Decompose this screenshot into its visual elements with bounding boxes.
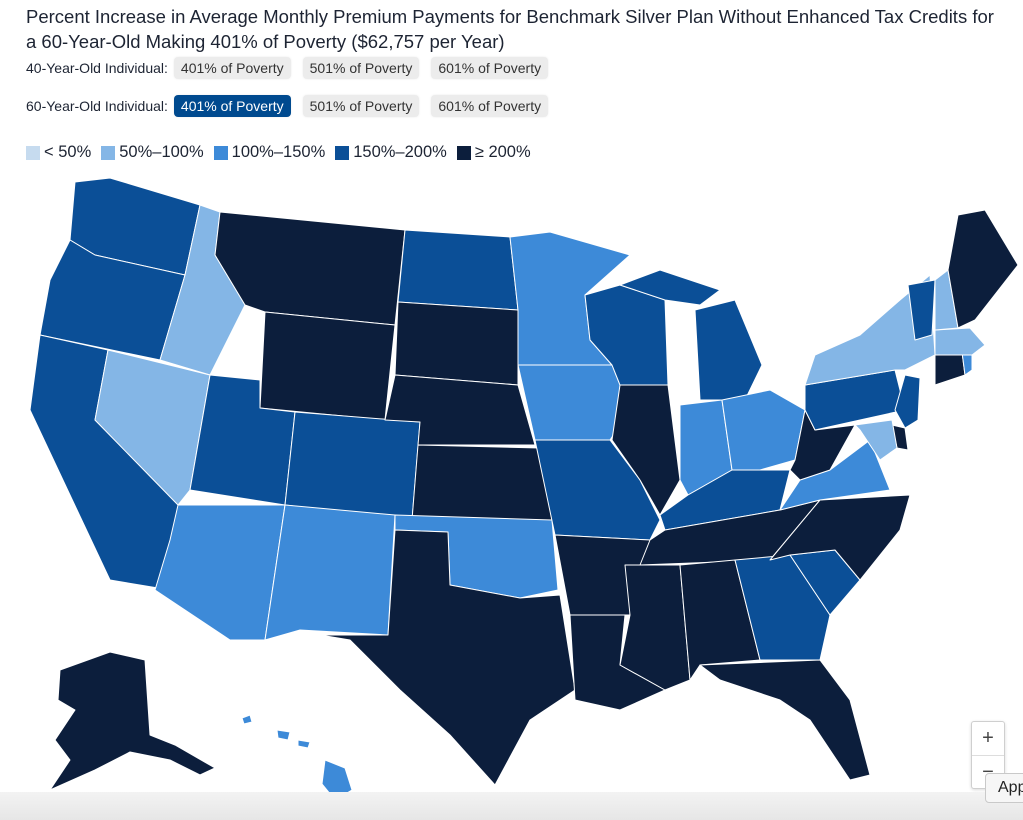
legend-item-gte200[interactable]: ≥ 200% [456, 143, 531, 162]
state-nj[interactable] [894, 374, 921, 429]
state-ks[interactable] [411, 444, 553, 521]
age-40-601-button[interactable]: 601% of Poverty [431, 57, 549, 79]
state-ct[interactable] [934, 351, 966, 386]
age-60-501-button[interactable]: 501% of Poverty [302, 95, 420, 117]
state-tx[interactable] [319, 529, 576, 786]
legend-label: 150%–200% [353, 143, 447, 161]
map-title: Percent Increase in Average Monthly Prem… [26, 6, 994, 52]
state-vt[interactable] [907, 279, 936, 341]
age-60-401-button[interactable]: 401% of Poverty [173, 95, 291, 117]
age-60-label: 60-Year-Old Individual: [26, 98, 168, 114]
legend-swatch [101, 145, 116, 160]
bottom-bar [0, 792, 1023, 820]
age-60-601-button[interactable]: 601% of Poverty [431, 95, 549, 117]
state-md[interactable] [854, 419, 898, 461]
state-co[interactable] [284, 411, 421, 521]
age-40-row: 40-Year-Old Individual: 401% of Poverty … [26, 57, 560, 79]
age-40-401-button[interactable]: 401% of Poverty [173, 57, 291, 79]
state-al[interactable] [679, 559, 761, 681]
legend-label: ≥ 200% [474, 143, 531, 161]
state-nc[interactable] [769, 494, 911, 581]
state-az[interactable] [154, 504, 286, 641]
state-me[interactable] [947, 209, 1019, 329]
legend-label: < 50% [44, 143, 92, 161]
state-nd[interactable] [397, 229, 519, 311]
state-nm[interactable] [264, 504, 396, 641]
legend-swatch [26, 145, 40, 160]
legend-swatch [213, 145, 228, 160]
age-40-label: 40-Year-Old Individual: [26, 60, 168, 76]
us-choropleth-map [29, 177, 1019, 800]
legend-item-150-200[interactable]: 150%–200% [335, 143, 447, 162]
zoom-in-button[interactable]: + [972, 722, 1004, 756]
legend-swatch [335, 145, 350, 160]
state-oh[interactable] [721, 389, 806, 471]
state-hi[interactable] [241, 714, 353, 800]
legend-item-50-100[interactable]: 50%–100% [101, 143, 204, 162]
legend-item-100-150[interactable]: 100%–150% [213, 143, 326, 162]
legend-swatch [456, 145, 471, 160]
state-fl[interactable] [699, 659, 871, 781]
state-ak[interactable] [49, 651, 216, 791]
state-ma[interactable] [934, 327, 986, 356]
legend-label: 50%–100% [119, 143, 204, 161]
state-ms[interactable] [619, 564, 691, 691]
zoom-out-button[interactable]: − [982, 761, 994, 783]
app-button[interactable]: App [985, 773, 1023, 803]
legend-label: 100%–150% [231, 143, 326, 161]
state-wy[interactable] [259, 311, 396, 421]
age-40-501-button[interactable]: 501% of Poverty [302, 57, 420, 79]
state-sd[interactable] [394, 301, 519, 386]
state-nv[interactable] [94, 349, 211, 506]
map-legend: < 50% 50%–100% 100%–150% 150%–200% ≥ 200… [26, 143, 541, 162]
state-mi[interactable] [619, 269, 763, 401]
legend-item-lt50[interactable]: < 50% [26, 143, 91, 162]
age-60-row: 60-Year-Old Individual: 401% of Poverty … [26, 95, 560, 117]
